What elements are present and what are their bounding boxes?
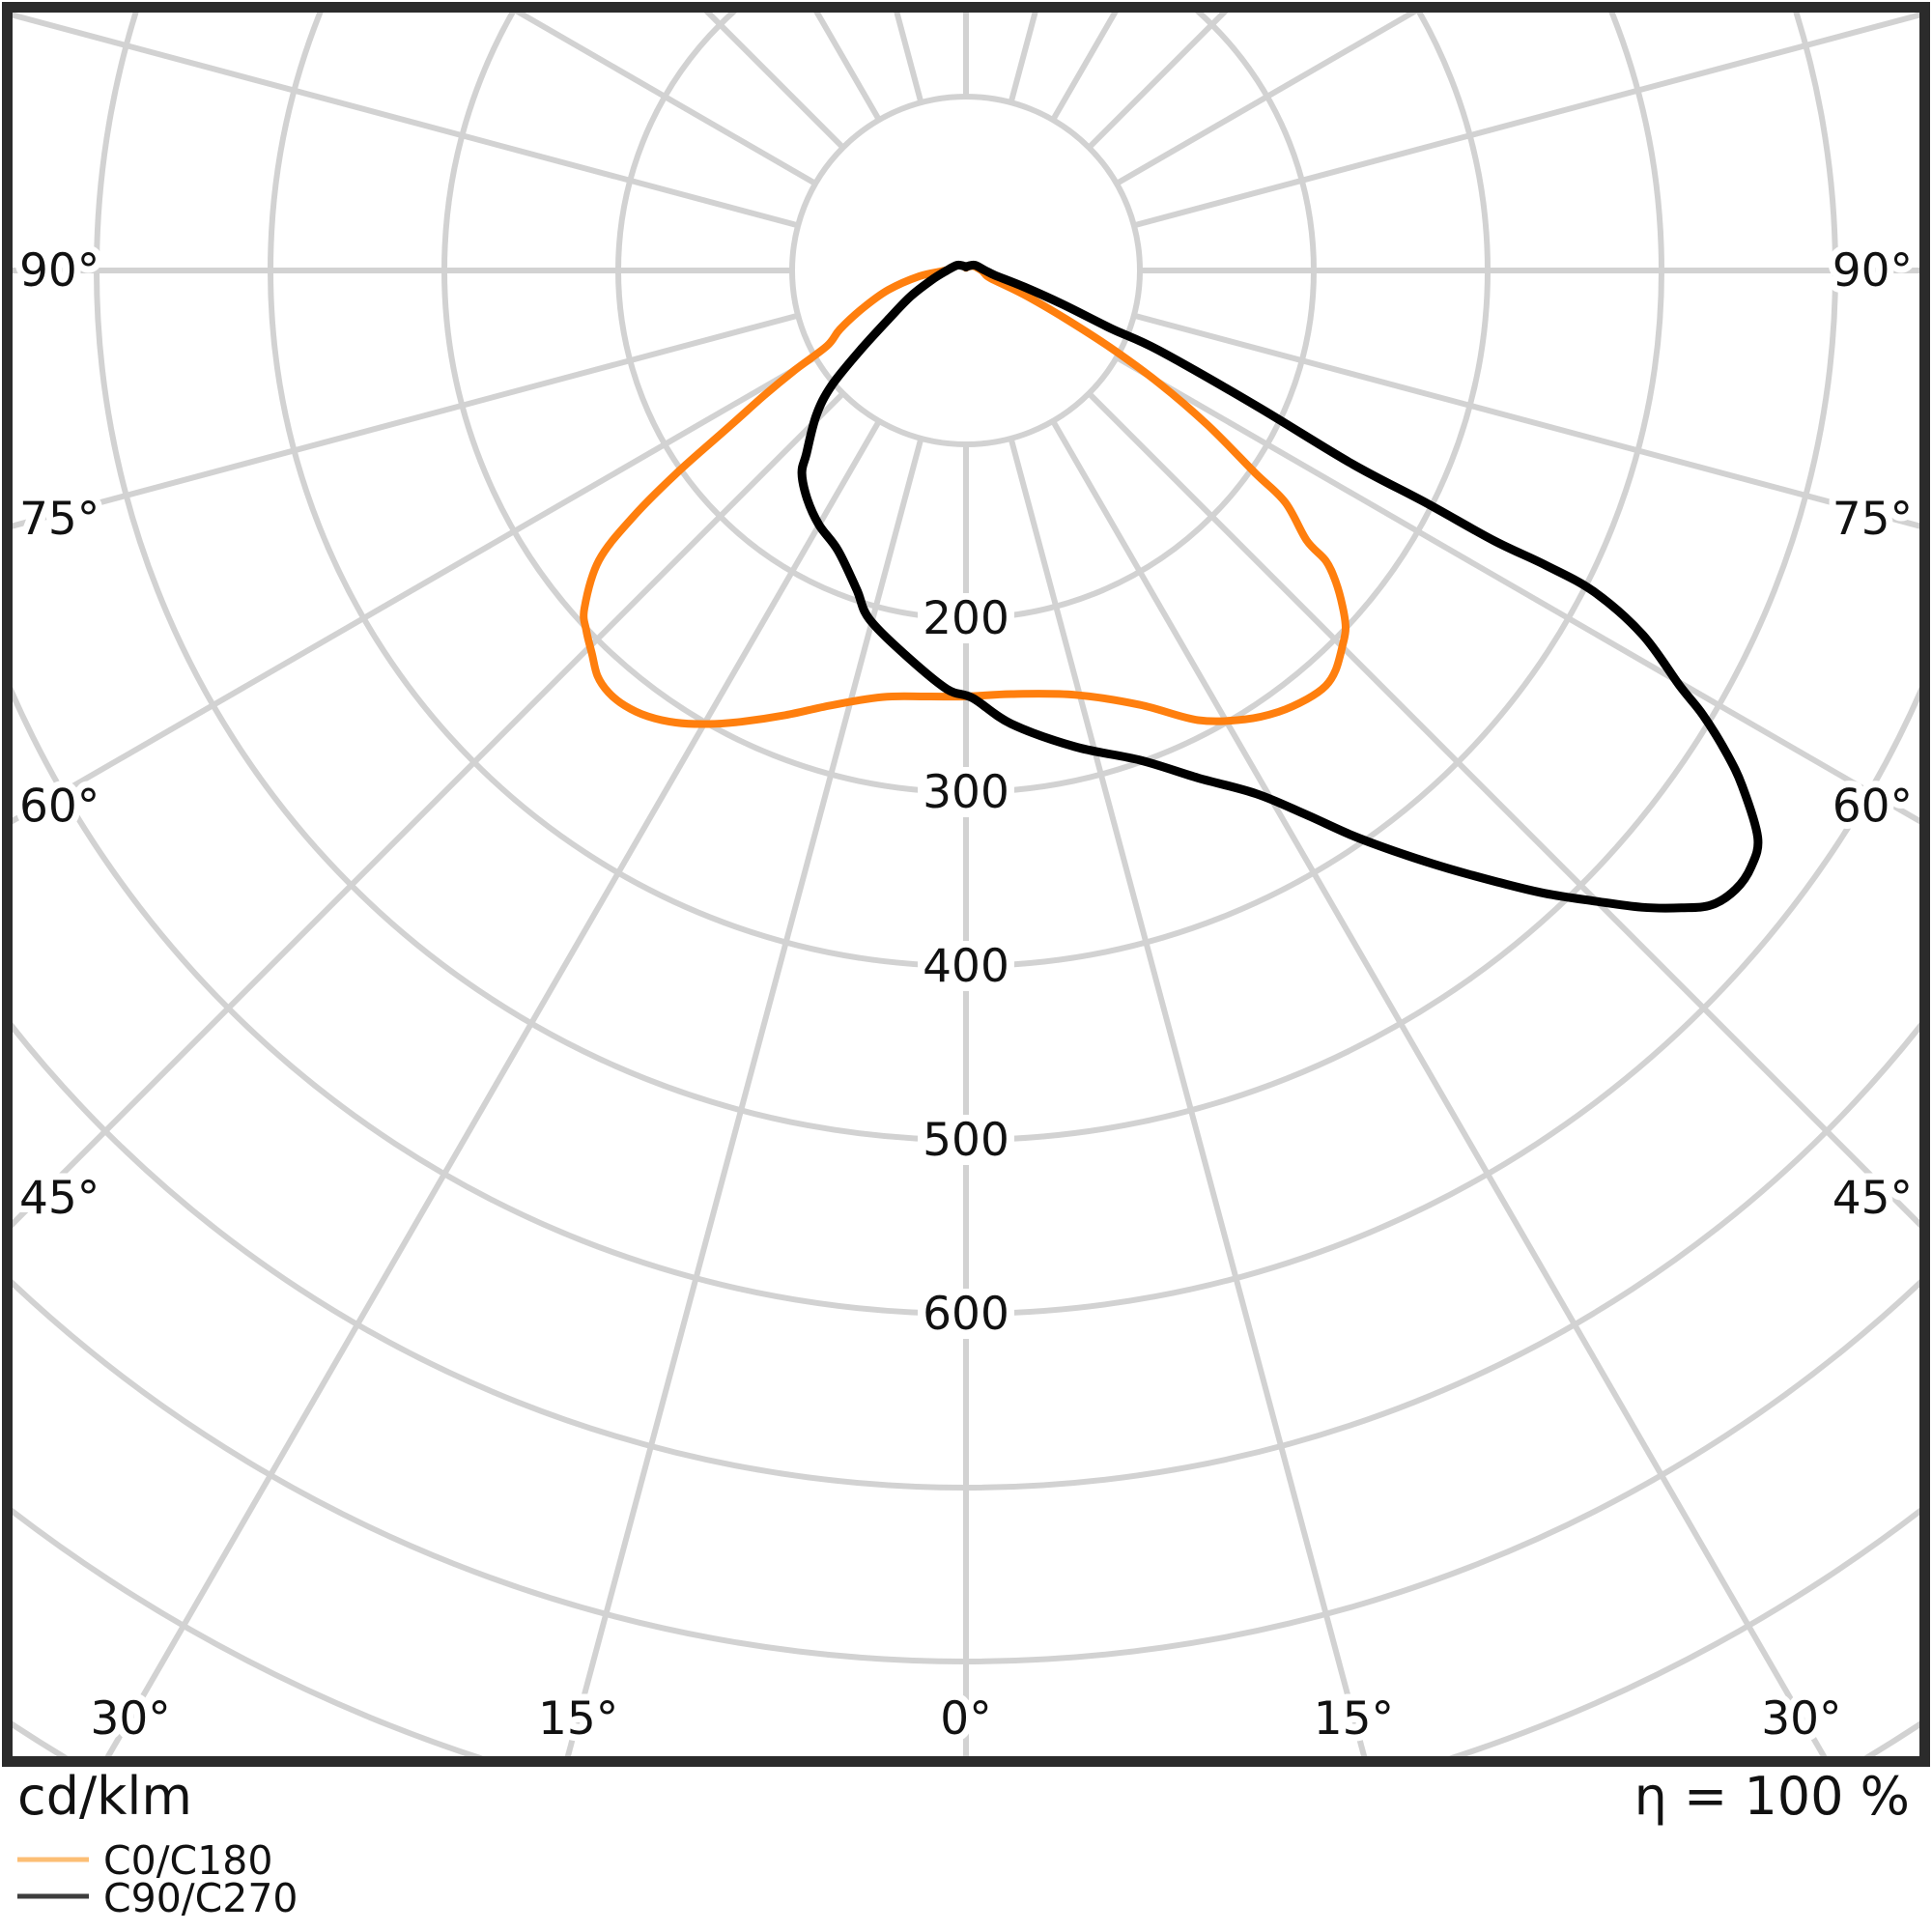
radial-tick-label-200: 200: [923, 592, 1009, 645]
radial-tick-label-400: 400: [923, 940, 1009, 993]
curve-c90-c270: [797, 260, 1763, 913]
radial-unit-label: cd/klm: [17, 1766, 192, 1827]
efficiency-label: η = 100 %: [1634, 1766, 1910, 1827]
radial-tick-label-600: 600: [923, 1288, 1009, 1341]
grid-spoke-75: [1133, 312, 1919, 529]
grid-spoke-105: [1133, 13, 1919, 229]
grid-spoke-120: [1115, 13, 1419, 186]
angle-label-left-60: 60°: [19, 780, 99, 833]
angle-label-right-75: 75°: [1833, 493, 1913, 546]
angle-label-bottom-right-30: 30°: [1761, 1692, 1841, 1746]
grid-spoke-45: [1087, 391, 1919, 1229]
radial-tick-label-500: 500: [923, 1114, 1009, 1167]
grid-spoke-60: [1115, 355, 1919, 825]
radial-tick-bg-300: [918, 767, 1014, 817]
angle-label-bottom-0: 0°: [940, 1692, 991, 1746]
radial-tick-bg-200: [918, 593, 1014, 643]
angle-label-right-60: 60°: [1833, 780, 1913, 833]
legend: C0/C180 C90/C270: [17, 1837, 298, 1921]
angle-label-right-90: 90°: [1833, 244, 1913, 298]
legend-label-c90: C90/C270: [103, 1875, 298, 1921]
plot-border: [2, 2, 1930, 1767]
grid-spoke-315: [13, 391, 845, 1229]
radial-tick-bg-500: [918, 1115, 1014, 1165]
grid-spoke-300: [13, 355, 817, 825]
grid-spoke-195: [894, 13, 924, 103]
grid-spoke-285: [13, 312, 799, 529]
angle-label-bottom-right-15: 15°: [1314, 1692, 1394, 1746]
grid-spoke-255: [13, 13, 799, 229]
angle-label-bottom-left-30: 30°: [90, 1692, 170, 1746]
grid-spoke-30: [1050, 419, 1828, 1756]
angle-label-bottom-left-15: 15°: [538, 1692, 618, 1746]
intensity-curves: [580, 260, 1763, 913]
angle-label-left-45: 45°: [19, 1172, 99, 1225]
angle-label-left-90: 90°: [19, 244, 99, 298]
radial-tick-label-300: 300: [923, 766, 1009, 819]
grid-spoke-15: [1008, 438, 1368, 1756]
grid-spoke-240: [513, 13, 817, 186]
legend-label-c0: C0/C180: [103, 1837, 272, 1884]
radial-tick-bg-400: [918, 941, 1014, 991]
axis-labels: 200 300 400 500 600 90° 90° 75° 75° 60° 60° 45° 45° 3…: [13, 238, 1919, 1752]
angle-label-right-45: 45°: [1833, 1172, 1913, 1225]
grid-spoke-165: [1008, 13, 1038, 103]
grid-spoke-330: [104, 419, 882, 1756]
radial-tick-bg-600: [918, 1289, 1014, 1339]
curve-c0-c180: [580, 261, 1350, 728]
grid-spoke-345: [564, 438, 924, 1756]
angle-label-left-75: 75°: [19, 493, 99, 546]
